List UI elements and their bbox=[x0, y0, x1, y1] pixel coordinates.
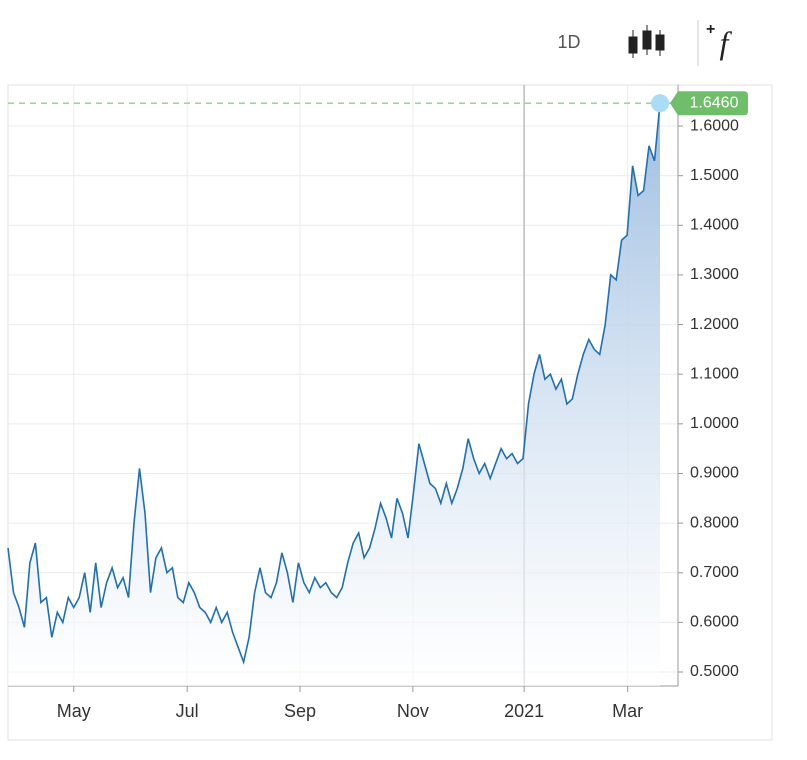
y-tick-label: 1.0000 bbox=[690, 415, 739, 432]
x-tick-label: Sep bbox=[284, 701, 316, 721]
indicator-button[interactable]: + f bbox=[706, 21, 733, 60]
x-tick-label: 2021 bbox=[504, 701, 544, 721]
x-tick-label: Jul bbox=[176, 701, 199, 721]
y-tick-label: 1.1000 bbox=[690, 365, 739, 382]
y-tick-label: 1.3000 bbox=[690, 266, 739, 283]
chart-frame bbox=[7, 84, 773, 741]
line bbox=[7, 103, 661, 665]
y-tick-label: 0.9000 bbox=[690, 465, 739, 482]
last-value-label: 1.6460 bbox=[690, 94, 739, 111]
x-tick-label: Nov bbox=[397, 701, 429, 721]
y-tick-label: 1.5000 bbox=[690, 167, 739, 184]
area bbox=[8, 103, 660, 686]
last-value-badge bbox=[670, 91, 748, 116]
interval-button[interactable]: 1D bbox=[557, 32, 580, 52]
y-tick-label: 0.6000 bbox=[690, 614, 739, 631]
svg-text:f: f bbox=[720, 24, 733, 60]
candlestick-button[interactable] bbox=[628, 25, 665, 58]
y-tick-label: 0.5000 bbox=[690, 663, 739, 680]
svg-text:+: + bbox=[706, 21, 715, 38]
last-point bbox=[651, 94, 669, 113]
y-tick-label: 0.8000 bbox=[690, 514, 739, 531]
y-tick-label: 0.7000 bbox=[690, 564, 739, 581]
y-tick-label: 1.4000 bbox=[690, 217, 739, 234]
x-tick-label: Mar bbox=[612, 701, 643, 721]
y-tick-label: 1.6000 bbox=[690, 117, 739, 134]
y-tick-label: 1.2000 bbox=[690, 316, 739, 333]
x-tick-label: May bbox=[57, 701, 91, 721]
